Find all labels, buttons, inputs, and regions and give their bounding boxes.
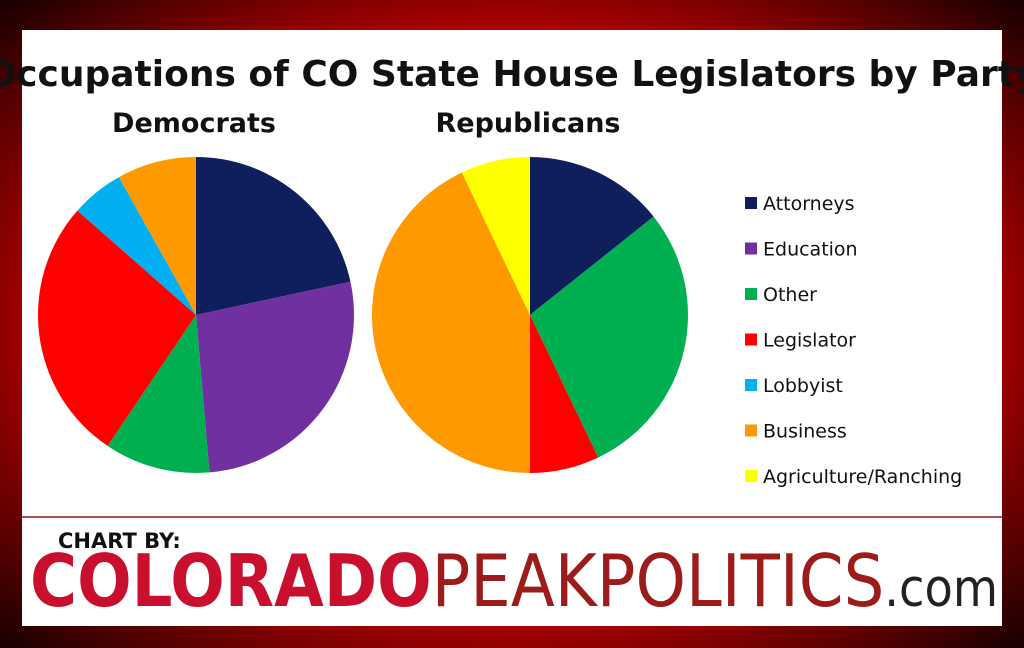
credit-label: CHART BY:	[58, 529, 181, 553]
legend-swatch	[745, 470, 757, 482]
pie-slice	[196, 157, 351, 315]
legend-label: Legislator	[763, 330, 856, 352]
brand-c: .com	[884, 559, 998, 619]
pie-slice	[371, 172, 530, 473]
brand-a: COLORADO	[30, 539, 432, 623]
pie-slice	[38, 210, 196, 446]
pie-slice	[118, 157, 196, 315]
pie-title: Democrats	[112, 108, 276, 139]
legend-label: Agriculture/Ranching	[763, 466, 962, 488]
legend-swatch	[745, 424, 757, 437]
legend-swatch	[745, 288, 757, 300]
brand: COLORADOPEAKPOLITICS.com	[30, 539, 998, 623]
legend-swatch	[745, 333, 757, 346]
legend-swatch	[745, 242, 757, 255]
legend-label: Lobbyist	[763, 375, 843, 397]
pie-slice	[77, 177, 196, 315]
legend-swatch	[745, 379, 757, 391]
legend-label: Business	[763, 421, 847, 443]
legend-label: Education	[763, 239, 858, 261]
legend-swatch	[745, 197, 757, 209]
legend-label: Attorneys	[763, 193, 855, 215]
pie-slice	[107, 315, 210, 473]
pie-slice	[530, 157, 654, 315]
brand-b: PEAKPOLITICS	[432, 539, 885, 623]
chart-title: Occupations of CO State House Legislator…	[0, 54, 1024, 95]
pie-slice	[530, 216, 688, 458]
pie-slice	[196, 281, 354, 473]
legend-label: Other	[763, 284, 817, 306]
pie-slice	[530, 315, 599, 473]
pie-slice	[461, 157, 530, 315]
pie-title: Republicans	[435, 108, 620, 139]
